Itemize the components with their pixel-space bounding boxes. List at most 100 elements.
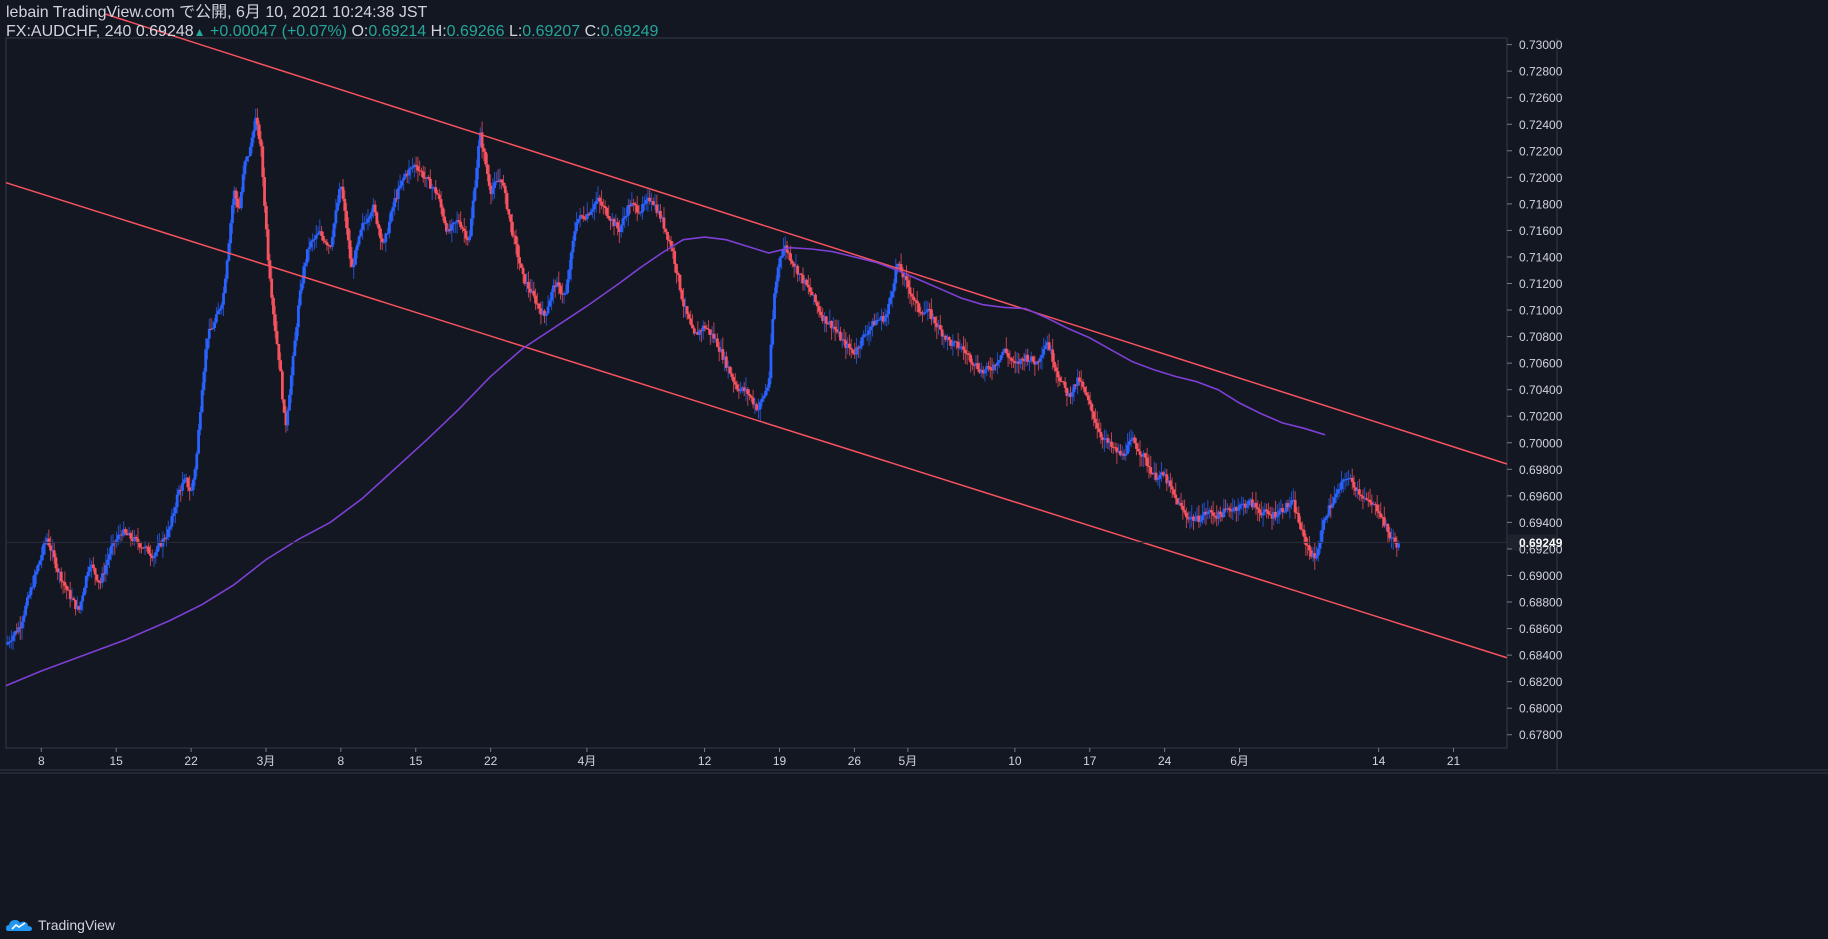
candle [1229,502,1233,519]
candle [357,235,361,248]
candle-body [944,335,948,340]
footer-brand[interactable]: TradingView [38,917,116,933]
candle [59,567,63,589]
candle [1120,445,1124,460]
candle [97,580,101,590]
candle [1161,470,1165,478]
candle-body [213,322,217,329]
candle [976,354,980,372]
candle-body [468,236,472,241]
candle [933,316,937,332]
candle-body [204,349,208,372]
candle-body [1206,511,1210,515]
candle [1341,478,1345,493]
candle-body [814,294,817,303]
candle-body [1117,450,1121,453]
candle-body [874,320,878,326]
candle-body [368,216,372,219]
candle-body [748,393,751,396]
candle-body [894,268,898,284]
candle-body [971,362,974,365]
candle-body [548,300,552,307]
candle [1127,431,1131,452]
y-tick-label: 0.71000 [1519,304,1563,318]
candle [999,354,1003,363]
candle-body [612,219,616,226]
candle [1254,491,1258,515]
candle-body [100,573,104,583]
candle [427,174,430,181]
candle [842,328,846,346]
candle [115,531,118,548]
candle [134,534,138,543]
candle-body [31,587,35,589]
candle [423,166,427,187]
candle [124,527,127,536]
candle [881,311,885,325]
candle [566,269,570,295]
candle [937,320,940,335]
candle-body [27,595,31,598]
candle-body [698,330,702,335]
candle-body [978,369,981,373]
candle-body [1001,352,1005,356]
candle-body [523,274,527,285]
candle-body [184,477,188,480]
candle [52,542,56,564]
candle [612,216,616,236]
candle-body [1119,450,1122,456]
candle-body [789,253,792,261]
candle-body [626,205,630,216]
candle-body [564,292,568,294]
candle-body [1279,508,1283,511]
candle-body [118,534,122,536]
candle-body [908,287,912,294]
candle [1267,502,1270,519]
candle-body [794,265,798,267]
candle [1019,358,1022,369]
candle-body [1242,503,1245,505]
candle [58,568,61,584]
candle-body [881,315,885,322]
candle [1284,500,1288,515]
candle-body [651,201,655,205]
candle-body [598,197,602,202]
candle-body [329,245,332,247]
candle [1379,502,1383,519]
candle [430,183,434,201]
candle-body [1022,359,1026,362]
candle-body [231,205,234,224]
candle-body [853,353,857,355]
candle-body [678,274,682,291]
candle-body [1291,499,1295,501]
candle-body [1336,489,1340,494]
candle-body [716,338,719,348]
candle [1079,370,1083,391]
candle [1334,488,1338,503]
candle-body [241,174,245,192]
candle-body [109,546,113,555]
candle-body [847,343,851,348]
candle [165,526,168,547]
low-value: 0.69207 [522,23,581,40]
candle-body [575,222,578,232]
x-tick-label: 8 [38,754,45,768]
candle [835,319,839,335]
candle [1206,499,1210,520]
candle [257,120,261,144]
candle [1208,507,1211,520]
candle [1340,470,1343,493]
candle-body [93,568,97,575]
candle-body [355,244,359,251]
candle-body [735,384,739,390]
candle [195,450,199,477]
candle [860,336,864,350]
candle-body [1076,377,1080,386]
candle-body [940,329,944,337]
candle [1243,499,1247,514]
y-tick-label: 0.72600 [1519,91,1563,105]
candle [1382,506,1386,528]
candle [1270,506,1274,530]
candle-body [1334,493,1338,498]
